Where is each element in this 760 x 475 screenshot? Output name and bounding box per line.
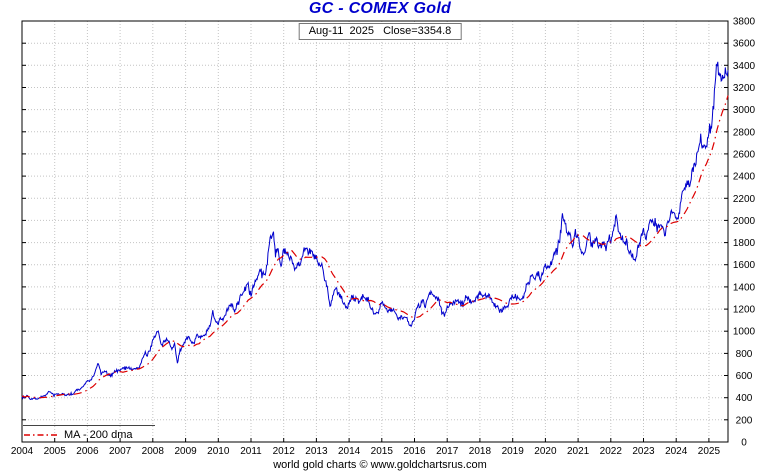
y-tick-label: 2400 [733, 172, 756, 183]
x-tick-label: 2018 [469, 446, 492, 457]
y-tick-label: 1000 [733, 327, 756, 338]
y-tick-label: 1800 [733, 238, 756, 249]
ma-line [21, 95, 729, 399]
x-tick-label: 2016 [403, 446, 426, 457]
x-tick-label: 2010 [207, 446, 230, 457]
y-tick-label: 2000 [733, 216, 756, 227]
y-tick-label: 3600 [733, 39, 756, 50]
y-tick-label: 3800 [733, 17, 756, 28]
x-tick-label: 2015 [371, 446, 394, 457]
x-tick-label: 2021 [567, 446, 590, 457]
x-tick-label: 2009 [174, 446, 197, 457]
plot-border [21, 20, 729, 443]
chart-title: GC - COMEX Gold [308, 0, 452, 17]
y-tick-label: 200 [736, 415, 753, 426]
y-tick-label: 400 [736, 393, 753, 404]
footer-credit: world gold charts © www.goldchartsrus.co… [273, 459, 487, 471]
y-tick-label: 2200 [733, 194, 756, 205]
x-tick-label: 2007 [109, 446, 132, 457]
legend-ma-label: MA - 200 dma [64, 429, 133, 441]
price-line [21, 61, 729, 401]
legend-ma: MA - 200 dma [23, 425, 155, 441]
x-tick-label: 2023 [632, 446, 655, 457]
x-tick-label: 2025 [698, 446, 721, 457]
x-tick-label: 2006 [76, 446, 99, 457]
y-tick-label: 2800 [733, 127, 756, 138]
x-tick-label: 2012 [273, 446, 296, 457]
x-tick-label: 2014 [338, 446, 361, 457]
y-tick-label: 3000 [733, 105, 756, 116]
y-tick-label: 3400 [733, 61, 756, 72]
x-tick-label: 2019 [502, 446, 525, 457]
x-tick-label: 2004 [11, 446, 34, 457]
y-tick-label: 1600 [733, 260, 756, 271]
y-tick-label: 1200 [733, 305, 756, 316]
y-tick-label: 2600 [733, 149, 756, 160]
x-tick-label: 2005 [44, 446, 67, 457]
x-tick-label: 2013 [305, 446, 328, 457]
y-tick-label: 600 [736, 371, 753, 382]
x-tick-label: 2011 [240, 446, 262, 457]
y-tick-label: 0 [741, 438, 747, 449]
y-tick-label: 3200 [733, 83, 756, 94]
x-tick-label: 2008 [142, 446, 165, 457]
ma-line-sample-icon [24, 434, 58, 436]
y-tick-label: 1400 [733, 282, 756, 293]
y-tick-label: 800 [736, 349, 753, 360]
x-tick-label: 2017 [436, 446, 459, 457]
chart-subtitle: Aug-11 2025 Close=3354.8 [298, 23, 462, 40]
x-tick-label: 2022 [600, 446, 623, 457]
x-tick-label: 2020 [534, 446, 557, 457]
x-tick-label: 2024 [665, 446, 688, 457]
